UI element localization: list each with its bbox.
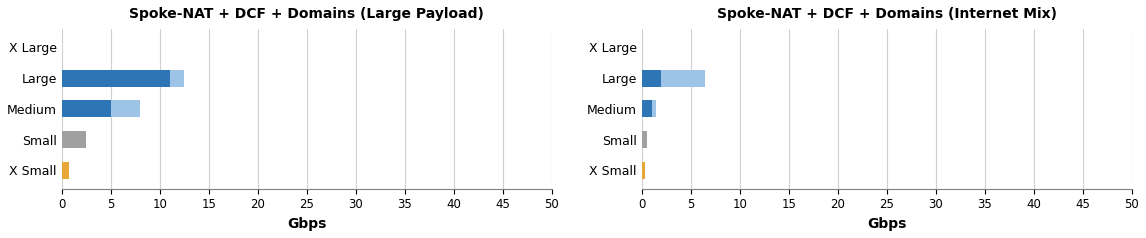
Bar	[642, 70, 661, 87]
Bar	[642, 70, 706, 87]
Title: Spoke-NAT + DCF + Domains (Large Payload): Spoke-NAT + DCF + Domains (Large Payload…	[129, 7, 485, 21]
Bar	[62, 100, 140, 117]
Bar	[62, 100, 111, 117]
X-axis label: Gbps: Gbps	[288, 217, 327, 231]
Bar	[62, 70, 170, 87]
Bar	[62, 131, 86, 148]
Bar	[62, 162, 69, 179]
X-axis label: Gbps: Gbps	[868, 217, 906, 231]
Bar	[642, 100, 657, 117]
Bar	[642, 100, 652, 117]
Title: Spoke-NAT + DCF + Domains (Internet Mix): Spoke-NAT + DCF + Domains (Internet Mix)	[716, 7, 1057, 21]
Bar	[642, 131, 646, 148]
Bar	[62, 70, 185, 87]
Bar	[642, 162, 645, 179]
